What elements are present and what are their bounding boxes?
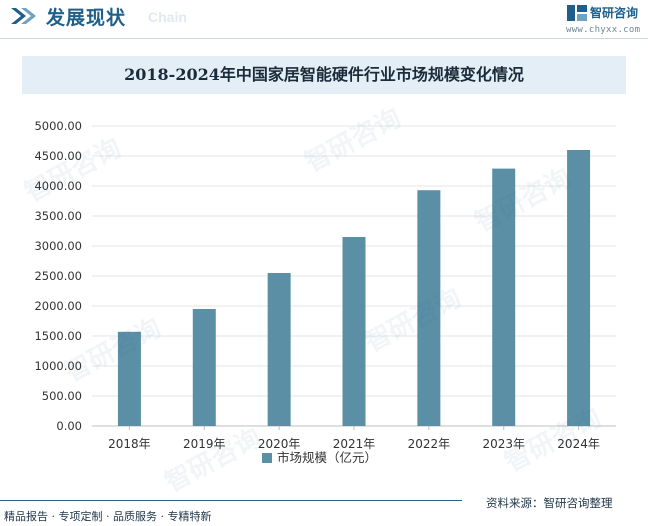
footer-divider bbox=[0, 500, 462, 501]
chevron-double-icon bbox=[11, 8, 36, 24]
bar bbox=[417, 190, 441, 426]
bar bbox=[117, 331, 141, 426]
bar bbox=[567, 150, 591, 426]
header-divider bbox=[0, 38, 648, 39]
section-title: 发展现状 bbox=[46, 7, 127, 29]
section-subtitle: Chain bbox=[148, 9, 187, 25]
x-tick-label: 2021年 bbox=[333, 437, 376, 451]
chart-title: 2018-2024年中国家居智能硬件行业市场规模变化情况 bbox=[124, 65, 524, 84]
y-tick-label: 500.00 bbox=[42, 389, 82, 403]
x-tick-label: 2023年 bbox=[482, 437, 525, 451]
y-tick-label: 3000.00 bbox=[34, 239, 82, 253]
y-tick-label: 2000.00 bbox=[34, 299, 82, 313]
brand-name: 智研咨询 bbox=[590, 6, 639, 20]
x-tick-label: 2019年 bbox=[183, 437, 226, 451]
chart-title-band bbox=[22, 56, 626, 94]
brand-logo-icon bbox=[567, 5, 587, 21]
x-tick-label: 2018年 bbox=[108, 437, 151, 451]
legend-label: 市场规模（亿元） bbox=[277, 450, 377, 465]
bar bbox=[267, 273, 291, 426]
y-tick-label: 0.00 bbox=[56, 419, 82, 433]
header: 发展现状 Chain 智研咨询 www.chyxx.com bbox=[0, 0, 648, 35]
y-tick-label: 4500.00 bbox=[34, 149, 82, 163]
y-tick-label: 3500.00 bbox=[34, 209, 82, 223]
x-tick-label: 2022年 bbox=[408, 437, 451, 451]
x-tick-label: 2024年 bbox=[557, 437, 600, 451]
y-tick-label: 1000.00 bbox=[34, 359, 82, 373]
bar bbox=[342, 237, 366, 426]
brand-url: www.chyxx.com bbox=[566, 25, 641, 35]
data-source: 资料来源：智研咨询整理 bbox=[486, 496, 613, 510]
x-tick-label: 2020年 bbox=[258, 437, 301, 451]
bar bbox=[492, 168, 516, 426]
y-tick-label: 1500.00 bbox=[34, 329, 82, 343]
footer-slogan: 精品报告 · 专项定制 · 品质服务 · 专精特新 bbox=[4, 510, 212, 523]
bar bbox=[192, 309, 216, 426]
y-tick-label: 4000.00 bbox=[34, 179, 82, 193]
y-tick-label: 5000.00 bbox=[34, 119, 82, 133]
legend-swatch bbox=[262, 453, 272, 463]
y-tick-label: 2500.00 bbox=[34, 269, 82, 283]
